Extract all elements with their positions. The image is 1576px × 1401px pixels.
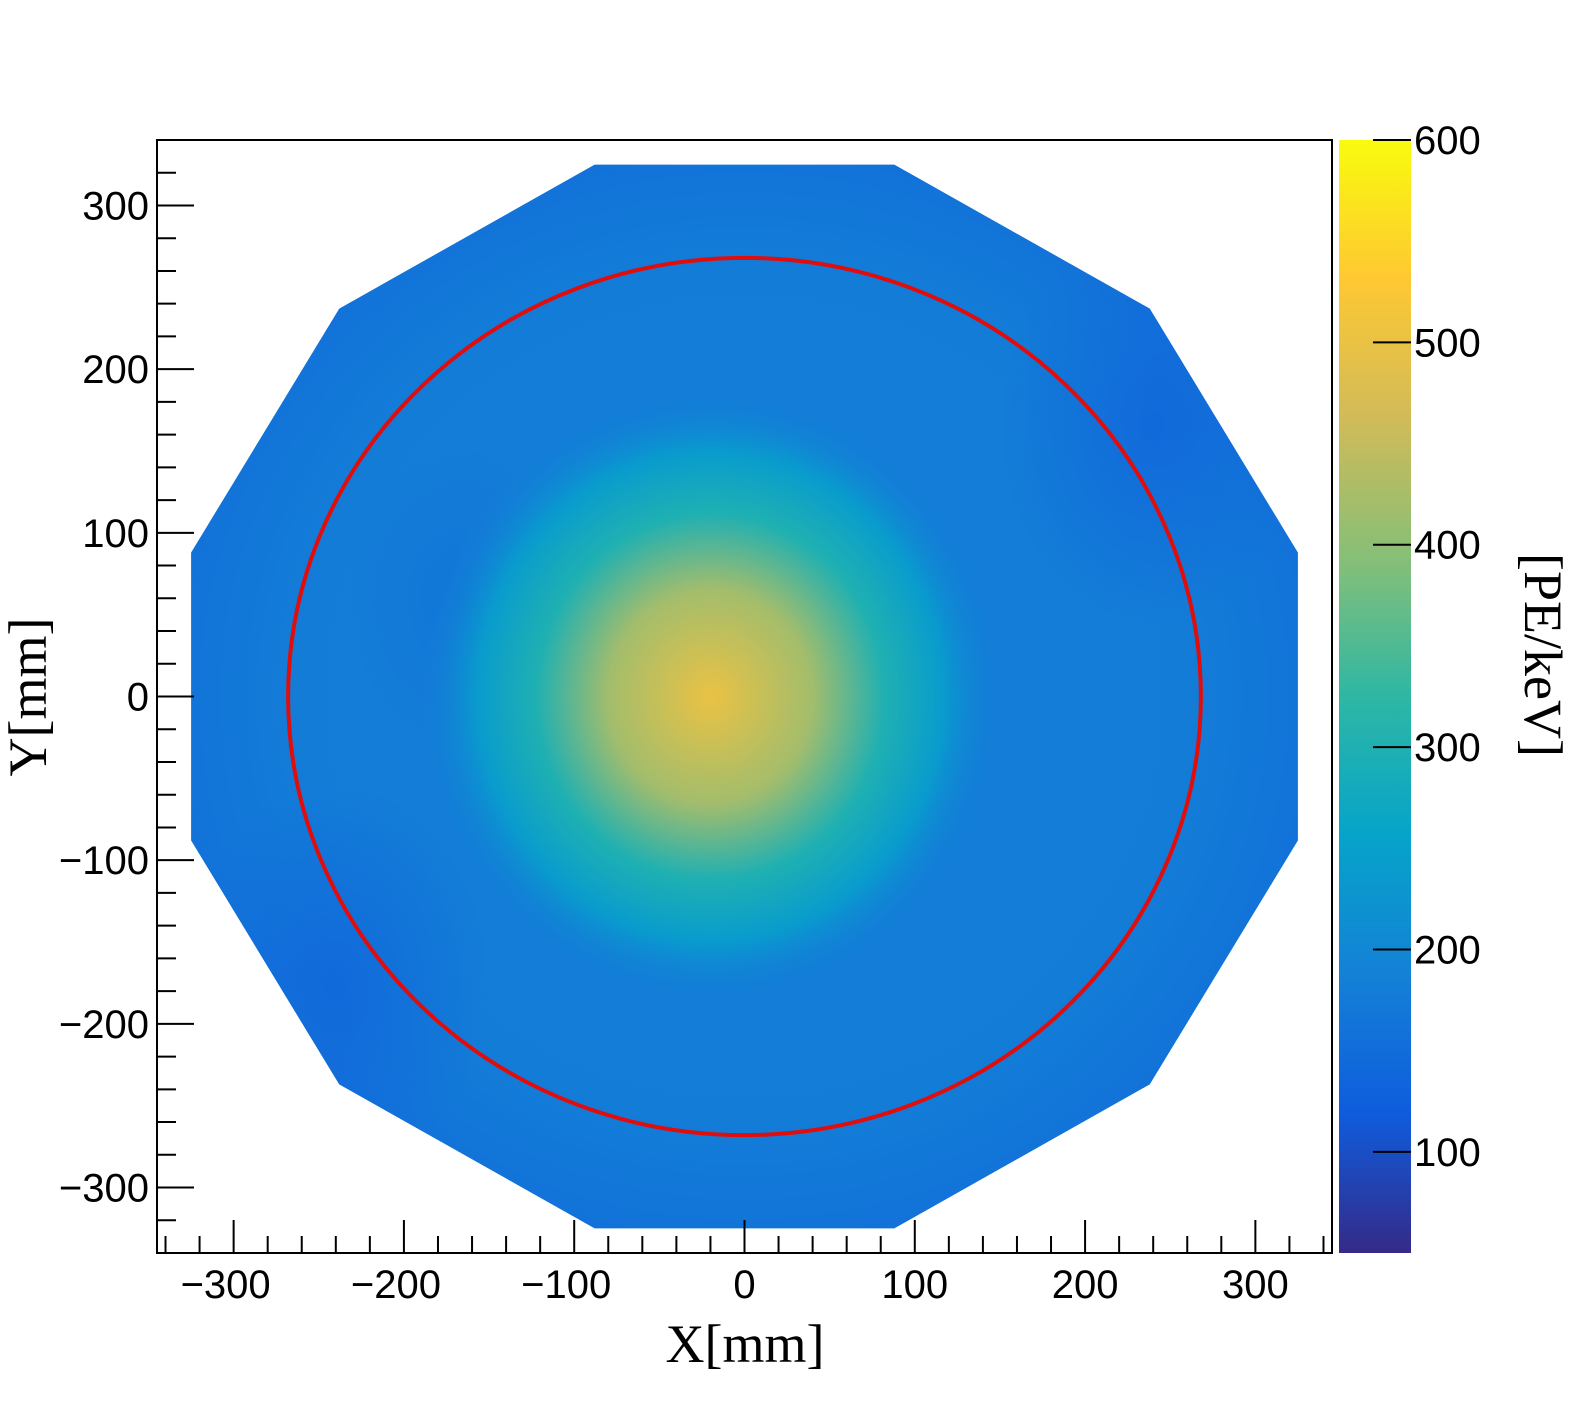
heatmap-low-spot <box>191 783 490 1183</box>
y-tick-label: −300 <box>59 1167 149 1211</box>
heatmap-peak-halo <box>420 391 1001 1002</box>
colorbar-title: [PE/keV] <box>1513 553 1573 757</box>
x-tick-label: 300 <box>1222 1263 1289 1307</box>
y-tick-label: 0 <box>127 676 149 720</box>
y-tick-label: 300 <box>82 184 149 228</box>
heatmap-low-spot <box>999 227 1298 626</box>
y-axis-title: Y[mm] <box>0 618 58 777</box>
colorbar-ticks <box>1373 139 1411 1153</box>
fiducial-circle <box>286 255 1203 1138</box>
y-axis-ticks <box>157 139 194 1254</box>
x-tick-label: −200 <box>351 1263 441 1307</box>
x-tick-label: −100 <box>521 1263 611 1307</box>
colorbar-tick-label: 200 <box>1414 928 1481 972</box>
heatmap-region <box>191 164 1298 1229</box>
x-axis-ticks <box>164 1220 1325 1253</box>
y-tick-labels: −300 −200 −100 0 100 200 300 <box>59 184 149 1210</box>
x-tick-label: 0 <box>733 1263 755 1307</box>
colorbar-tick-label: 500 <box>1414 321 1481 365</box>
y-tick-label: −100 <box>59 839 149 883</box>
colorbar-tick-label: 300 <box>1414 726 1481 770</box>
colorbar-tick-label: 600 <box>1414 119 1481 163</box>
y-tick-label: 100 <box>82 512 149 556</box>
x-tick-label: 100 <box>881 1263 948 1307</box>
colorbar <box>1339 140 1411 1253</box>
y-tick-label: 200 <box>82 348 149 392</box>
x-tick-label: 200 <box>1052 1263 1119 1307</box>
x-axis-title: X[mm] <box>666 1314 825 1374</box>
y-tick-label: −200 <box>59 1003 149 1047</box>
x-tick-labels: −300 −200 −100 0 100 200 300 <box>181 1263 1289 1307</box>
colorbar-tick-labels: 100 200 300 400 500 600 <box>1414 119 1481 1175</box>
colorbar-tick-label: 400 <box>1414 524 1481 568</box>
colorbar-tick-label: 100 <box>1414 1131 1481 1175</box>
x-tick-label: −300 <box>181 1263 271 1307</box>
